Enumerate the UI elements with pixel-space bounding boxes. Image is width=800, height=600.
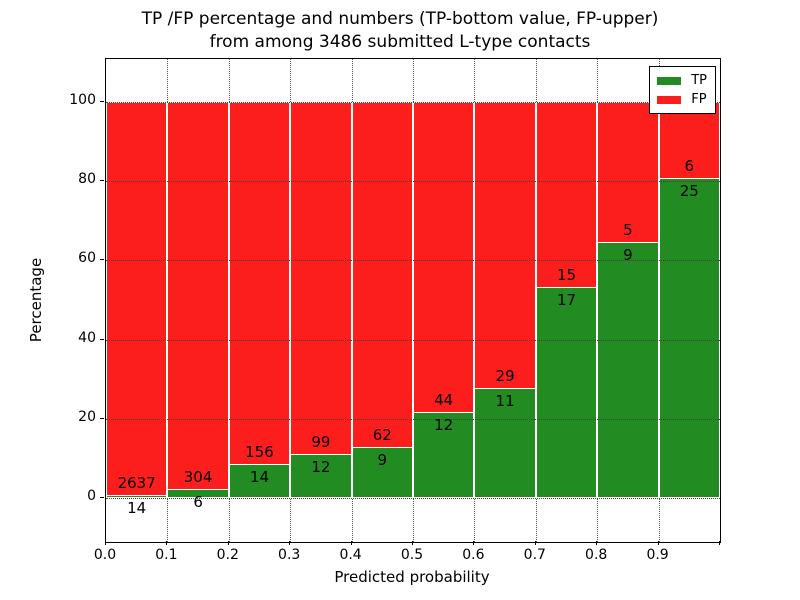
fp-bar-segment	[351, 102, 413, 448]
fp-count-label: 29	[495, 367, 515, 386]
plot-area: 2637 14 304 6 156 14 99 12 62 9 44 12 29 11 15 17 5 9 6 25 …	[105, 58, 721, 543]
legend-label: TP	[691, 73, 707, 88]
tp-count-label: 9	[623, 246, 633, 265]
x-tick-label: 0.3	[278, 547, 301, 563]
tp-count-label: 14	[127, 498, 147, 517]
tp-bar-segment	[167, 490, 229, 498]
y-tick-label: 100	[69, 92, 96, 108]
y-tick-label: 20	[78, 408, 96, 425]
x-tick-label: 0.9	[646, 547, 669, 563]
horizontal-gridline	[106, 102, 720, 103]
y-tick-mark	[100, 101, 104, 102]
fp-count-label: 44	[434, 391, 454, 410]
tp-bar-segment	[413, 413, 475, 498]
fp-bar-segment	[228, 102, 291, 466]
horizontal-gridline	[106, 260, 720, 262]
x-tick-label: 0.1	[155, 547, 178, 563]
x-tick-label: 0.0	[93, 547, 117, 563]
x-tick-mark	[412, 541, 413, 545]
tp-bar-segment	[535, 287, 598, 498]
y-tick-mark	[100, 497, 104, 498]
fp-count-label: 6	[684, 156, 695, 175]
y-tick-mark	[100, 259, 104, 261]
tp-count-label: 6	[193, 493, 203, 512]
tp-legend-swatch	[657, 76, 682, 85]
horizontal-gridline	[106, 418, 720, 420]
tp-count-label: 25	[679, 181, 699, 200]
tp-bar-segment	[351, 447, 413, 498]
x-tick-label: 0.2	[216, 547, 239, 563]
tp-bar-segment	[228, 465, 291, 498]
fp-count-label: 5	[623, 221, 633, 240]
y-tick-label: 40	[78, 329, 96, 346]
chart-title-line1: TP /FP percentage and numbers (TP-bottom…	[141, 9, 659, 29]
horizontal-gridline	[106, 498, 720, 499]
x-tick-label: 0.4	[339, 547, 362, 563]
tp-bar-segment	[474, 389, 536, 498]
x-tick-label: 0.6	[462, 547, 485, 563]
x-tick-mark	[227, 541, 229, 545]
fp-bar-segment	[413, 102, 475, 414]
fp-count-label: 62	[372, 425, 392, 444]
fp-bar-segment	[167, 102, 229, 491]
y-tick-label: 60	[78, 250, 96, 267]
tp-count-label: 11	[495, 392, 515, 411]
fp-count-label: 304	[183, 468, 213, 487]
x-tick-mark	[534, 541, 536, 545]
x-tick-mark	[350, 541, 352, 545]
legend-item-fp: FP	[657, 90, 707, 109]
tp-count-label: 12	[434, 416, 454, 435]
fp-bar-segment	[290, 102, 352, 456]
tp-bar-segment	[597, 243, 659, 498]
legend-label: FP	[691, 92, 707, 107]
tp-count-label: 17	[556, 290, 577, 309]
x-tick-label: 0.7	[523, 547, 546, 563]
x-tick-mark	[289, 541, 291, 545]
x-axis-label: Predicted probability	[334, 568, 490, 586]
y-tick-mark	[100, 338, 104, 340]
tp-count-label: 14	[249, 468, 270, 487]
fp-bar-segment	[535, 102, 598, 288]
y-tick-mark	[100, 417, 104, 419]
fp-bar-segment	[474, 102, 536, 390]
y-tick-label: 80	[78, 171, 96, 188]
y-tick-label: 0	[87, 488, 96, 504]
chart-title: TP /FP percentage and numbers (TP-bottom…	[0, 8, 800, 54]
tp-bar-segment	[106, 495, 168, 498]
x-tick-mark	[473, 541, 475, 545]
fp-count-label: 15	[556, 265, 577, 284]
fp-count-label: 99	[311, 433, 331, 452]
horizontal-gridline	[106, 339, 720, 341]
legend: TP FP	[649, 66, 716, 114]
horizontal-gridline	[106, 181, 720, 183]
fp-legend-swatch	[657, 95, 682, 104]
tp-bar-segment	[658, 178, 720, 498]
chart-title-line2: from among 3486 submitted L-type contact…	[209, 32, 591, 52]
x-tick-mark	[657, 541, 659, 545]
tp-count-label: 12	[311, 458, 331, 477]
fp-bar-segment	[597, 102, 659, 244]
tp-count-label: 9	[377, 450, 388, 469]
fp-count-label: 156	[245, 443, 274, 462]
fp-bar-segment	[658, 102, 720, 179]
x-tick-label: 0.8	[585, 547, 608, 563]
fp-count-label: 2637	[117, 473, 156, 492]
x-tick-mark	[719, 541, 720, 545]
x-tick-label: 0.5	[400, 547, 424, 563]
legend-item-tp: TP	[657, 71, 707, 90]
y-tick-mark	[100, 180, 104, 182]
x-tick-mark	[105, 541, 106, 545]
x-tick-mark	[166, 541, 168, 545]
y-axis-label-text: Percentage	[27, 257, 45, 343]
tp-bar-segment	[290, 455, 352, 498]
x-tick-mark	[596, 541, 598, 545]
fp-bar-segment	[106, 102, 168, 496]
